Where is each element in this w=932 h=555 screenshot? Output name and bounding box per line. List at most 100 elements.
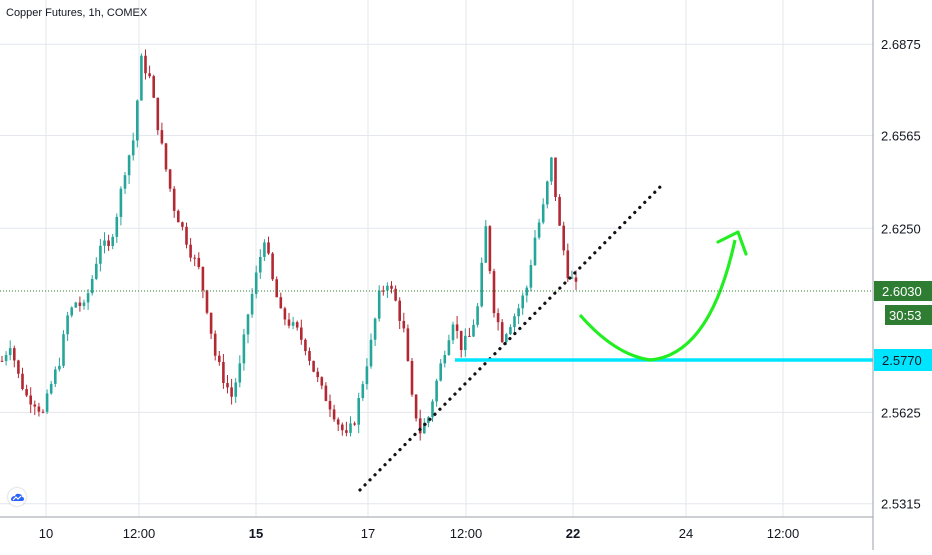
candle-body xyxy=(218,355,221,362)
arrow-head xyxy=(716,230,748,256)
candle-body xyxy=(558,196,561,226)
x-tick-label: 12:00 xyxy=(767,526,800,541)
candle-body xyxy=(263,242,266,257)
candle-body xyxy=(500,322,504,343)
cloud-icon xyxy=(11,493,24,501)
y-tick-label: 2.6875 xyxy=(881,37,921,52)
candle-body xyxy=(250,293,254,315)
candle-body xyxy=(332,409,336,420)
candle-body xyxy=(37,406,41,412)
candle-body xyxy=(447,340,451,355)
candle-body xyxy=(259,256,262,273)
candle-body xyxy=(361,384,365,398)
candle-body xyxy=(107,240,110,247)
candle-body xyxy=(505,334,508,343)
candle-body xyxy=(570,277,574,279)
candle-body xyxy=(300,327,303,340)
candle-body xyxy=(140,55,143,101)
candle-body xyxy=(349,423,352,433)
candle-body xyxy=(222,361,225,384)
candle-body xyxy=(468,335,471,337)
support-price-tag: 2.5770 xyxy=(874,349,932,371)
current-price-label: 2.6030 xyxy=(882,284,922,299)
candle-body xyxy=(156,97,160,131)
candle-body xyxy=(509,327,512,335)
candle-body xyxy=(123,175,127,189)
candle-body xyxy=(517,308,520,317)
candle-body xyxy=(246,314,250,335)
candle-body xyxy=(464,335,467,351)
candle-body xyxy=(336,419,340,425)
time-axis[interactable]: 10 12:00 15 17 12:00 22 24 12:00 xyxy=(39,526,800,541)
candle-body xyxy=(476,306,479,325)
drawings[interactable] xyxy=(358,185,873,492)
candle-body xyxy=(70,307,73,316)
candle-body xyxy=(99,245,102,264)
candle-body xyxy=(308,351,311,361)
candle-body xyxy=(390,285,393,289)
candle-body xyxy=(58,365,61,370)
curved-arrow[interactable] xyxy=(578,239,737,362)
x-tick-label: 12:00 xyxy=(123,526,156,541)
candle-body xyxy=(54,369,57,384)
x-tick-label: 15 xyxy=(249,526,263,541)
candle-body xyxy=(127,155,131,176)
candle-body xyxy=(496,313,500,323)
candle-body xyxy=(164,143,168,170)
candle-body xyxy=(418,418,422,434)
candle-body xyxy=(209,312,213,334)
candle-body xyxy=(279,297,283,309)
candle-body xyxy=(160,130,164,144)
candle-body xyxy=(152,76,155,98)
y-tick-label: 2.6250 xyxy=(881,221,921,236)
candle-body xyxy=(435,380,438,402)
candle-body xyxy=(193,257,196,259)
dotted-trendline[interactable] xyxy=(358,185,662,492)
candle-body xyxy=(25,389,28,396)
candle-body xyxy=(275,279,278,298)
candle-body xyxy=(377,290,381,319)
candle-body xyxy=(41,411,45,413)
candle-body xyxy=(382,290,385,292)
candle-body xyxy=(431,401,434,418)
candle-body xyxy=(213,333,217,356)
candle-body xyxy=(316,371,319,378)
candle-body xyxy=(562,225,565,251)
candle-body xyxy=(21,373,24,390)
candle-body xyxy=(8,348,12,356)
candle-body xyxy=(439,363,442,381)
gridlines xyxy=(0,0,873,517)
candle-body xyxy=(230,387,233,397)
countdown-label: 30:53 xyxy=(889,308,922,323)
candle-body xyxy=(291,322,295,326)
tradingview-logo[interactable] xyxy=(8,488,26,506)
candle-body xyxy=(574,277,578,282)
candle-body xyxy=(205,290,209,313)
candle-body xyxy=(455,324,459,331)
candle-body xyxy=(537,222,541,238)
candle-body xyxy=(341,424,344,431)
candle-body xyxy=(398,300,401,321)
candle-body xyxy=(238,363,242,383)
candle-body xyxy=(345,430,348,433)
candle-body xyxy=(283,308,287,320)
candle-body xyxy=(90,278,94,294)
candle-body xyxy=(62,334,65,366)
candle-body xyxy=(4,355,8,361)
candle-body xyxy=(451,324,455,341)
candle-body xyxy=(373,318,377,340)
candle-body xyxy=(49,383,53,394)
candle-body xyxy=(86,293,90,303)
candle-body xyxy=(312,360,315,372)
candle-body xyxy=(82,302,86,306)
candle-body xyxy=(0,360,4,362)
y-tick-label: 2.6565 xyxy=(881,129,921,144)
candle-body xyxy=(13,348,16,361)
price-axis[interactable]: 2.6875 2.6565 2.6250 2.5625 2.5315 xyxy=(881,37,921,512)
candle-body xyxy=(267,242,270,254)
candle-body xyxy=(304,339,307,352)
candle-body xyxy=(287,319,291,326)
candle-body xyxy=(197,257,201,267)
